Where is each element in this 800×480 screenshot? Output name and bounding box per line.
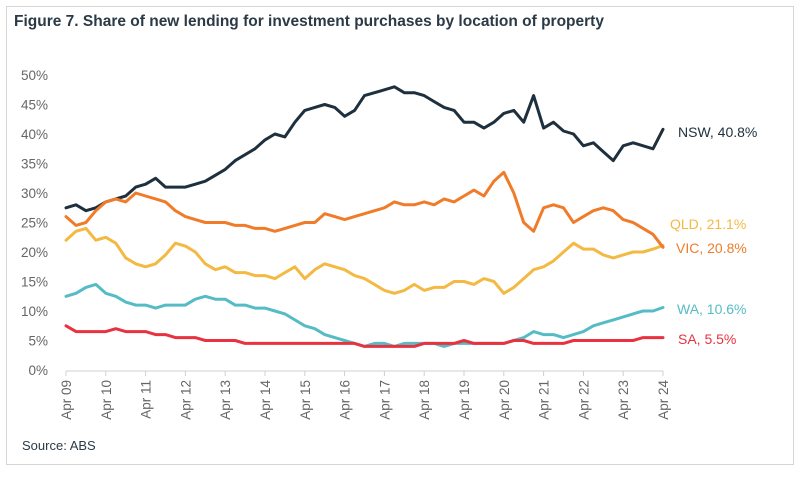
y-tick-label: 10% <box>21 304 48 319</box>
x-tick-label: Apr 24 <box>656 380 671 420</box>
chart-title: Figure 7. Share of new lending for inves… <box>14 13 604 30</box>
y-tick-label: 40% <box>21 127 48 142</box>
series-line-nsw <box>64 85 665 213</box>
y-tick-label: 5% <box>28 334 48 349</box>
series-label-vic: VIC, 20.8% <box>676 240 747 256</box>
x-tick-label: Apr 19 <box>457 380 472 420</box>
series-line-sa <box>64 324 665 348</box>
y-tick-label: 45% <box>21 98 48 113</box>
x-tick-label: Apr 20 <box>497 380 512 420</box>
x-tick-label: Apr 13 <box>218 380 233 420</box>
x-tick-label: Apr 14 <box>258 380 273 420</box>
x-tick-label: Apr 17 <box>377 380 392 420</box>
y-tick-label: 50% <box>21 68 48 83</box>
x-tick-label: Apr 15 <box>298 380 313 420</box>
x-tick-label: Apr 21 <box>537 380 552 420</box>
y-tick-label: 0% <box>28 363 48 378</box>
y-tick-label: 20% <box>21 245 48 260</box>
figure-frame <box>6 6 794 465</box>
y-tick-label: 15% <box>21 275 48 290</box>
series-line-wa <box>64 282 665 348</box>
y-tick-label: 35% <box>21 157 48 172</box>
y-tick-label: 25% <box>21 216 48 231</box>
series-label-sa: SA, 5.5% <box>678 331 736 347</box>
series-line-qld <box>64 226 665 295</box>
series-line-vic <box>64 170 665 249</box>
x-tick-label: Apr 09 <box>59 380 74 420</box>
x-tick-label: Apr 22 <box>576 380 591 420</box>
x-tick-label: Apr 11 <box>139 380 154 419</box>
series-label-wa: WA, 10.6% <box>677 301 747 317</box>
source-note: Source: ABS <box>22 438 96 453</box>
y-tick-label: 30% <box>21 186 48 201</box>
x-tick-label: Apr 23 <box>616 380 631 420</box>
series-label-qld: QLD, 21.1% <box>670 216 746 232</box>
series-label-nsw: NSW, 40.8% <box>678 124 757 140</box>
x-tick-label: Apr 12 <box>178 380 193 420</box>
x-tick-label: Apr 18 <box>417 380 432 420</box>
x-tick-label: Apr 16 <box>338 380 353 420</box>
x-tick-label: Apr 10 <box>99 380 114 420</box>
